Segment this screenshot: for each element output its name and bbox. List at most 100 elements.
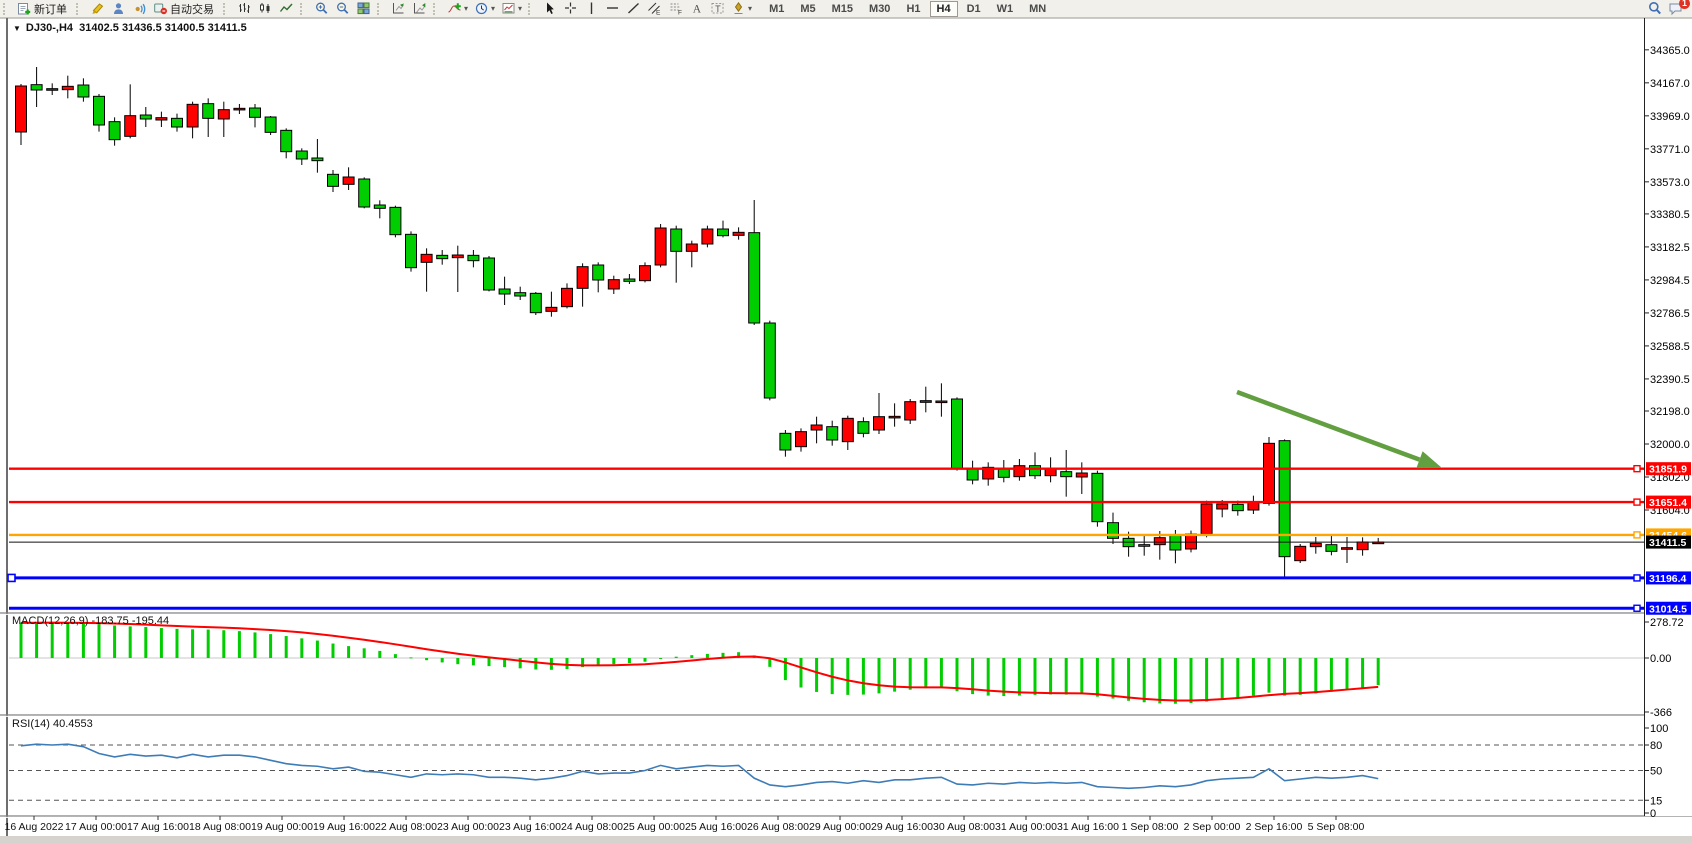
vertical-line-button[interactable] <box>582 1 601 16</box>
candlestick <box>1185 533 1197 550</box>
chart-shift-button[interactable] <box>389 1 408 16</box>
bar-chart-button[interactable] <box>235 1 254 16</box>
time-axis-label: 17 Aug 16:00 <box>127 821 189 833</box>
timeframe-m1[interactable]: M1 <box>769 2 785 15</box>
horizontal-line-button[interactable] <box>603 1 622 16</box>
candlestick <box>966 467 979 481</box>
macd-bar <box>1345 658 1349 690</box>
broadcast-icon <box>135 3 146 15</box>
line-handle[interactable] <box>1633 574 1641 582</box>
macd-bar <box>456 658 460 665</box>
line-handle[interactable] <box>7 573 16 583</box>
macd-bar <box>737 652 741 658</box>
crosshair-icon <box>565 2 577 14</box>
equidistant-channel-button[interactable]: E <box>645 1 664 16</box>
timeframe-w1[interactable]: W1 <box>996 2 1014 15</box>
horizontal-line[interactable] <box>9 604 1644 612</box>
chart-collapse-icon[interactable]: ▼ <box>13 24 21 33</box>
timeframe-mn[interactable]: MN <box>1029 2 1047 15</box>
toolbar-grip <box>377 2 383 15</box>
templates-button[interactable]: ▾ <box>499 1 524 16</box>
horizontal-line[interactable] <box>9 574 1644 582</box>
line-handle[interactable] <box>1633 531 1641 539</box>
horizontal-line[interactable] <box>9 464 1644 473</box>
zoom-out-button[interactable] <box>333 1 352 16</box>
macd-bar <box>222 630 226 658</box>
vline-icon <box>590 2 593 14</box>
profile-button[interactable] <box>109 1 128 16</box>
macd-bar <box>846 658 850 695</box>
new-order-button[interactable]: 新订单 <box>15 1 72 16</box>
hline-icon <box>607 7 619 9</box>
trend-arrow-annotation[interactable] <box>1236 389 1442 469</box>
time-axis-label: 18 Aug 08:00 <box>189 821 251 833</box>
line-handle[interactable] <box>1633 464 1641 473</box>
line-handle[interactable] <box>1633 604 1641 612</box>
candles-icon <box>260 3 270 13</box>
text-label-button[interactable]: T <box>708 1 727 16</box>
candlestick <box>935 400 948 404</box>
text-button[interactable]: A <box>687 1 706 16</box>
timeframe-m30[interactable]: M30 <box>869 2 891 15</box>
candlestick <box>186 103 199 128</box>
chart-title: ▼ DJ30-,H4 31402.5 31436.5 31400.5 31411.… <box>13 22 247 34</box>
price-line-badge: 31196.4 <box>1646 571 1691 585</box>
indicators-button[interactable]: ▾ <box>445 1 470 16</box>
arrows-button[interactable]: ▾ <box>729 1 754 16</box>
zoom-in-icon <box>316 2 328 14</box>
linechart-icon <box>279 3 293 12</box>
chart-shift-icon <box>393 3 404 14</box>
candlestick <box>405 233 417 269</box>
timeframe-d1[interactable]: D1 <box>966 2 981 15</box>
autotrade-button[interactable]: 自动交易 <box>151 1 219 16</box>
timeframe-h4[interactable]: H4 <box>929 0 958 17</box>
auto-scroll-button[interactable] <box>410 1 429 16</box>
line-handle[interactable] <box>1633 498 1641 506</box>
macd-bar <box>19 622 23 658</box>
macd-bar <box>1111 658 1115 699</box>
fibonacci-button[interactable]: F <box>666 1 685 16</box>
candlestick <box>561 287 573 308</box>
broadcast-button[interactable] <box>130 1 149 16</box>
styler-button[interactable] <box>88 1 107 16</box>
macd-bar <box>674 656 678 658</box>
price-line-badge: 31851.9 <box>1646 462 1691 476</box>
horizontal-line[interactable] <box>9 498 1644 506</box>
chevron-down-icon: ▾ <box>518 4 523 13</box>
timeframe-h1[interactable]: H1 <box>906 2 921 15</box>
price-axis-label: 80 <box>1650 740 1662 752</box>
search-button[interactable] <box>1645 1 1664 16</box>
timeframe-m5[interactable]: M5 <box>800 2 816 15</box>
candlestick <box>155 117 168 121</box>
price-axis-label: 33771.0 <box>1650 144 1690 156</box>
crosshair-button[interactable] <box>561 1 580 16</box>
tile-windows-button[interactable] <box>354 1 373 16</box>
macd-bar <box>81 623 85 658</box>
macd-bar <box>97 624 101 658</box>
macd-bar <box>1142 658 1146 703</box>
svg-text:31196.4: 31196.4 <box>1649 573 1687 585</box>
candlestick <box>732 231 745 236</box>
macd-bar <box>331 643 335 658</box>
cursor-button[interactable] <box>540 1 559 16</box>
candlestick <box>685 243 698 252</box>
periods-button[interactable]: ▾ <box>472 1 497 16</box>
notifications-button[interactable]: 1 <box>1666 0 1690 16</box>
candlestick <box>1309 542 1322 548</box>
price-axis[interactable]: 34365.0 34167.0 33969.0 33771.0 33573.0 33380… <box>1644 18 1692 820</box>
svg-text:T: T <box>715 4 721 14</box>
zoom-in-button[interactable] <box>312 1 331 16</box>
candle-chart-button[interactable] <box>256 1 275 16</box>
horizontal-line[interactable] <box>9 531 1644 539</box>
trendline-button[interactable] <box>624 1 643 16</box>
line-chart-button[interactable] <box>277 1 296 16</box>
candlestick <box>373 204 386 209</box>
time-axis[interactable]: 16 Aug 2022 17 Aug 00:00 17 Aug 16:00 18 Au… <box>5 816 1365 833</box>
candlestick <box>1231 503 1244 512</box>
candlestick <box>717 228 729 237</box>
macd-bar <box>425 658 429 661</box>
candlestick <box>280 129 293 153</box>
macd-bar <box>1049 658 1053 695</box>
timeframe-m15[interactable]: M15 <box>831 2 854 15</box>
